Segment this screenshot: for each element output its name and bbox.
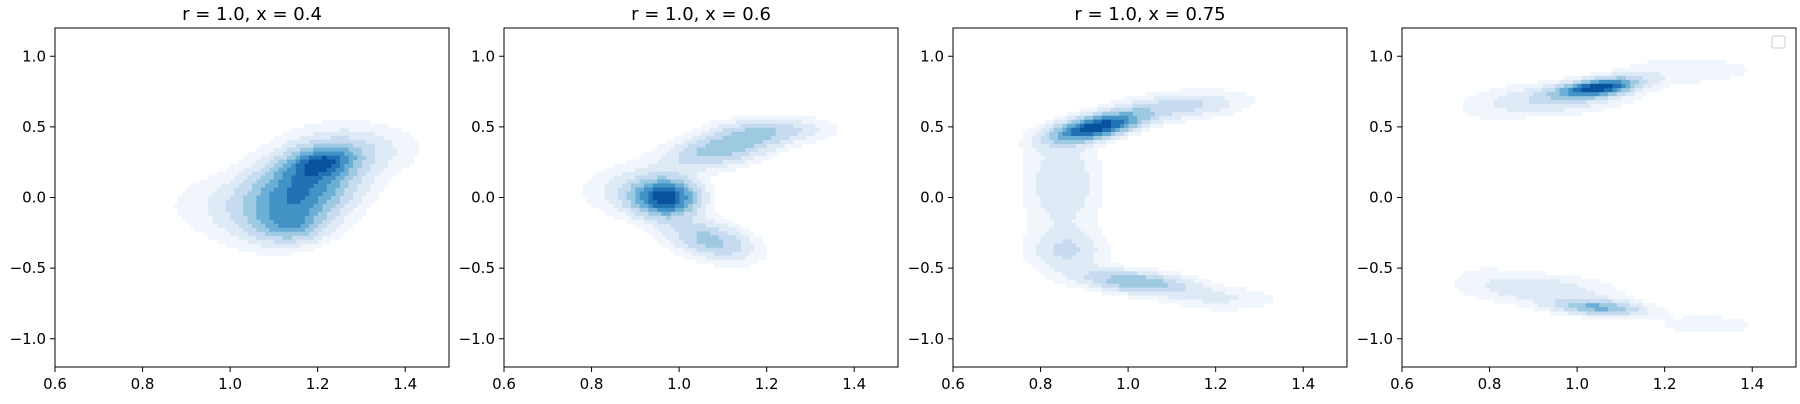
- y-tick-label: −0.5: [10, 259, 46, 277]
- density-contours: [173, 119, 419, 256]
- y-tick-label: −1.0: [1357, 330, 1393, 348]
- x-tick-label: 1.0: [1116, 375, 1140, 393]
- x-tick-label: 0.6: [43, 375, 67, 393]
- panel-title: r = 1.0, x = 0.4: [182, 4, 322, 25]
- y-tick-label: −1.0: [908, 330, 944, 348]
- x-tick-label: 1.2: [1204, 375, 1228, 393]
- y-tick-label: 0.0: [920, 189, 944, 207]
- contour-level-8: [1079, 119, 1111, 133]
- y-tick-label: 0.5: [1369, 118, 1393, 136]
- contour-level-2: [604, 119, 820, 260]
- axes-frame: [952, 27, 1348, 368]
- y-tick-label: 1.0: [1369, 47, 1393, 65]
- x-tick-label: 1.0: [667, 375, 691, 393]
- y-tick-label: 0.5: [920, 118, 944, 136]
- x-tick-label: 0.8: [1029, 375, 1053, 393]
- x-tick-label: 0.8: [580, 375, 604, 393]
- y-tick-label: 0.5: [22, 118, 46, 136]
- density-contours: [1018, 87, 1273, 312]
- contour-level-2: [1031, 95, 1238, 304]
- y-tick-label: 1.0: [920, 47, 944, 65]
- x-tick-label: 0.8: [1478, 375, 1502, 393]
- x-tick-label: 1.2: [755, 375, 779, 393]
- x-tick-label: 1.4: [1740, 375, 1764, 393]
- x-tick-label: 0.8: [131, 375, 155, 393]
- panel-title: r = 1.0, x = 0.75: [1074, 4, 1225, 25]
- y-tick-label: 0.0: [22, 189, 46, 207]
- contour-level-8: [304, 155, 336, 176]
- density-contours: [1454, 59, 1749, 332]
- contour-level-8: [652, 191, 676, 204]
- y-tick-label: 1.0: [471, 47, 495, 65]
- y-tick-label: −1.0: [10, 330, 46, 348]
- x-tick-label: 1.4: [1291, 375, 1315, 393]
- x-tick-label: 1.2: [306, 375, 330, 393]
- x-tick-label: 1.0: [218, 375, 242, 393]
- y-tick-label: 0.0: [471, 189, 495, 207]
- y-tick-label: 0.5: [471, 118, 495, 136]
- x-tick-label: 0.6: [492, 375, 516, 393]
- x-tick-label: 0.6: [941, 375, 965, 393]
- y-tick-label: 1.0: [22, 47, 46, 65]
- x-tick-label: 0.6: [1390, 375, 1414, 393]
- y-tick-label: −0.5: [459, 259, 495, 277]
- contour-level-3: [1528, 75, 1648, 316]
- x-tick-label: 1.2: [1653, 375, 1677, 393]
- x-tick-label: 1.0: [1565, 375, 1589, 393]
- contour-level-8: [1581, 83, 1613, 93]
- x-tick-label: 1.4: [842, 375, 866, 393]
- contour-level-2: [1485, 71, 1666, 316]
- y-tick-label: 0.0: [1369, 189, 1393, 207]
- panel-4: 0.6 0.8 1.0 1.2 1.4 1.0 0.5 0.0 −0.5 −1.0: [1357, 27, 1797, 393]
- legend-box: [1771, 35, 1786, 49]
- y-tick-label: −0.5: [908, 259, 944, 277]
- x-tick-label: 1.4: [393, 375, 417, 393]
- y-tick-label: −0.5: [1357, 259, 1393, 277]
- panel-2: 0.6 0.8 1.0 1.2 1.4 1.0 0.5 0.0 −0.5 −1.0 r = 1.0,…: [459, 4, 899, 393]
- panel-title: r = 1.0, x = 0.6: [631, 4, 771, 25]
- panel-1: 0.6 0.8 1.0 1.2 1.4 1.0 0.5 0.0 −0.5 −1.0 r = 1.0,…: [10, 4, 450, 393]
- y-tick-label: −1.0: [459, 330, 495, 348]
- contour-level-3: [617, 123, 803, 256]
- panel-3: 0.6 0.8 1.0 1.2 1.4 1.0 0.5 0.0 −0.5 −1.0 r = 1.0,…: [908, 4, 1348, 393]
- density-contours: [582, 115, 838, 268]
- contour-level-4: [1546, 75, 1639, 312]
